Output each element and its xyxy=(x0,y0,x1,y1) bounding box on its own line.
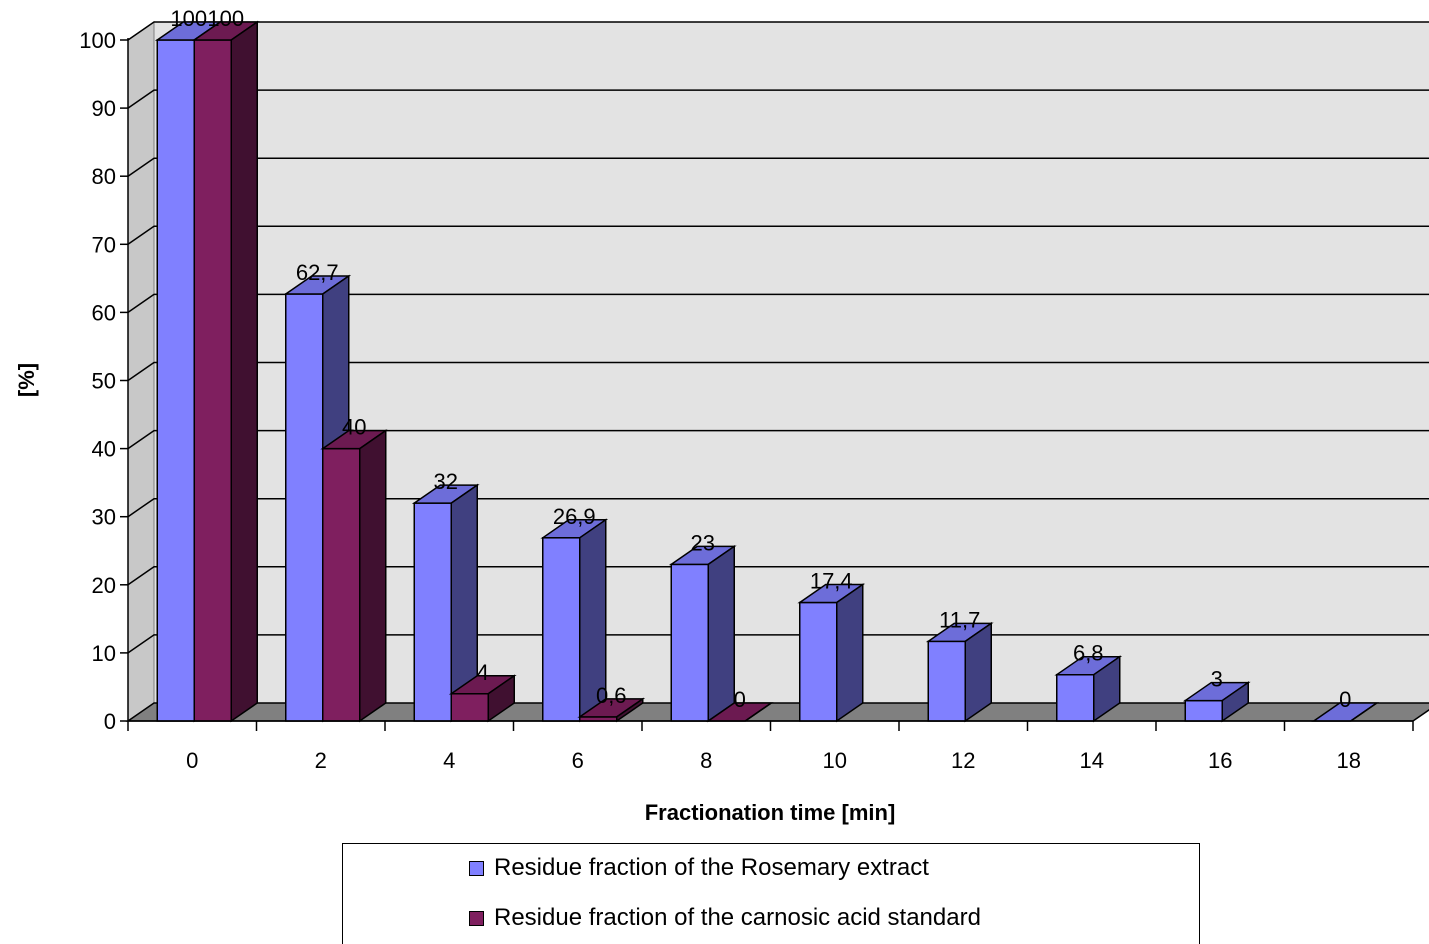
y-tick-label: 60 xyxy=(92,300,116,325)
bar-side xyxy=(230,20,258,723)
axes xyxy=(120,38,1414,731)
gridline xyxy=(127,429,1429,450)
gridline xyxy=(127,361,1429,382)
data-labels: 100 100 62,7 40 32 4 26,9 0,6 23 0 17,4 11,7 6,8 3 0 xyxy=(170,6,1351,712)
data-label: 6,8 xyxy=(1073,641,1104,666)
x-tick-label: 0 xyxy=(186,748,198,773)
y-tick-label: 40 xyxy=(92,437,116,462)
gridline xyxy=(127,21,1429,41)
gridline xyxy=(127,89,1429,109)
bar xyxy=(540,518,609,723)
bar-front xyxy=(670,563,709,722)
bar-front xyxy=(193,39,232,722)
bar-side xyxy=(487,674,515,723)
bar xyxy=(320,429,389,723)
bar xyxy=(797,583,866,723)
gridline xyxy=(127,497,1429,518)
bar-side xyxy=(836,583,864,723)
x-tick-labels: 0 2 4 6 8 10 12 14 16 18 xyxy=(186,748,1361,773)
bar-side xyxy=(964,621,992,723)
bars xyxy=(154,20,1380,723)
bar-front xyxy=(927,640,966,722)
x-axis-title: Fractionation time [min] xyxy=(645,800,896,825)
data-label: 100 xyxy=(170,6,207,31)
x-tick-label: 2 xyxy=(315,748,327,773)
x-tick-label: 8 xyxy=(700,748,712,773)
bar-front xyxy=(542,537,581,722)
y-tick-label: 20 xyxy=(92,573,116,598)
x-tick-label: 16 xyxy=(1208,748,1232,773)
gridline xyxy=(127,293,1429,314)
data-label: 26,9 xyxy=(553,504,596,529)
gridline xyxy=(127,566,1429,586)
y-tick-label: 100 xyxy=(79,28,116,53)
y-tick-label: 70 xyxy=(92,232,116,257)
y-axis-title: [%] xyxy=(14,363,39,397)
bar-front xyxy=(1056,673,1095,722)
bar xyxy=(411,483,480,723)
x-tick-label: 18 xyxy=(1337,748,1361,773)
bar-front xyxy=(450,693,489,722)
bar-front xyxy=(1184,699,1223,722)
bar-side xyxy=(1093,655,1121,723)
data-label: 3 xyxy=(1211,667,1223,692)
bar xyxy=(191,20,260,723)
legend-item-carnosic: Residue fraction of the carnosic acid st… xyxy=(469,904,981,932)
bar-side xyxy=(1350,702,1378,722)
x-tick-label: 6 xyxy=(572,748,584,773)
data-label: 0 xyxy=(1339,687,1351,712)
bar-side xyxy=(744,702,772,722)
data-label: 32 xyxy=(434,469,458,494)
bar xyxy=(577,697,646,723)
y-tick-label: 90 xyxy=(92,96,116,121)
y-tick-label: 10 xyxy=(92,641,116,666)
data-label: 0,6 xyxy=(596,683,627,708)
data-label: 100 xyxy=(207,6,244,31)
bar-front xyxy=(285,293,324,722)
data-label: 62,7 xyxy=(296,260,339,285)
bar-side xyxy=(359,429,387,723)
x-tick-label: 4 xyxy=(443,748,455,773)
legend-item-rosemary: Residue fraction of the Rosemary extract xyxy=(469,854,929,882)
legend-swatch-carnosic xyxy=(469,910,484,926)
x-tick-label: 10 xyxy=(823,748,847,773)
legend-label-carnosic: Residue fraction of the carnosic acid st… xyxy=(494,904,981,931)
x-tick-label: 12 xyxy=(951,748,975,773)
x-tick-label: 14 xyxy=(1080,748,1104,773)
bar xyxy=(448,674,517,723)
bar-front xyxy=(156,39,195,722)
bar-side xyxy=(707,544,735,723)
bar-side xyxy=(1221,681,1249,723)
data-label: 17,4 xyxy=(810,569,853,594)
bar-front xyxy=(322,447,361,722)
legend-swatch-rosemary xyxy=(469,860,484,876)
gridline xyxy=(127,157,1429,177)
y-tick-label: 30 xyxy=(92,505,116,530)
y-tick-label: 0 xyxy=(104,709,116,734)
gridlines xyxy=(127,21,1429,654)
bar xyxy=(1182,681,1251,723)
bar-side xyxy=(616,697,644,723)
gridline xyxy=(127,634,1429,654)
data-label: 0 xyxy=(734,687,746,712)
bar-front xyxy=(799,601,838,722)
data-label: 11,7 xyxy=(939,607,980,632)
gridline xyxy=(127,225,1429,245)
bar xyxy=(925,621,994,723)
y-tick-label: 80 xyxy=(92,164,116,189)
legend: Residue fraction of the Rosemary extract… xyxy=(342,843,1200,944)
data-label: 40 xyxy=(342,415,366,440)
y-tick-label: 50 xyxy=(92,369,116,394)
y-tick-labels: 0 10 20 30 40 50 60 70 80 90 100 xyxy=(79,28,116,734)
legend-label-rosemary: Residue fraction of the Rosemary extract xyxy=(494,854,929,881)
bar xyxy=(668,544,737,723)
bar-front xyxy=(413,502,452,722)
data-label: 23 xyxy=(691,530,715,555)
data-label: 4 xyxy=(477,660,489,685)
